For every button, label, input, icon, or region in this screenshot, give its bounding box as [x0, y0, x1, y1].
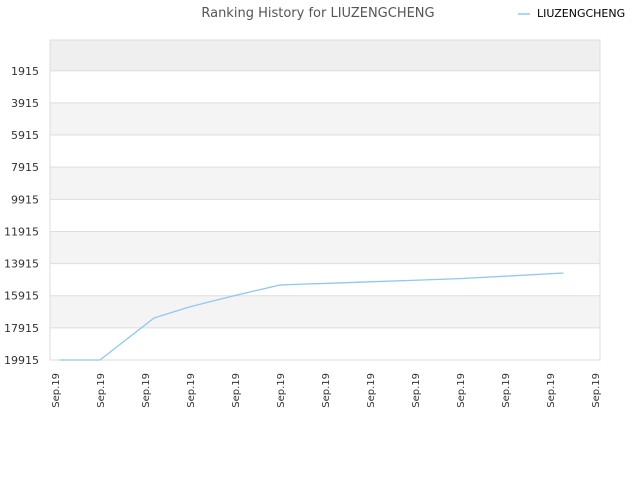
- y-tick-label: 13915: [4, 258, 39, 271]
- plot-band: [50, 263, 600, 296]
- x-tick-label: Sep.19: [186, 373, 197, 408]
- y-axis-ticks: 1915 3915 5915 7915 9915 11915 13915 15915 17915…: [4, 65, 39, 367]
- plot-band: [50, 199, 600, 232]
- y-tick-label: 17915: [4, 322, 39, 335]
- x-tick-label: Sep.19: [456, 373, 467, 408]
- y-tick-label: 1915: [11, 65, 39, 78]
- plot-bands: [50, 40, 600, 360]
- legend-label: LIUZENGCHENG: [537, 7, 625, 20]
- x-tick-label: Sep.19: [321, 373, 332, 408]
- x-tick-label: Sep.19: [591, 373, 602, 408]
- x-tick-label: Sep.19: [141, 373, 152, 408]
- plot-band: [50, 40, 600, 71]
- y-tick-label: 19915: [4, 354, 39, 367]
- plot-band: [50, 70, 600, 103]
- x-tick-label: Sep.19: [96, 373, 107, 408]
- y-tick-label: 3915: [11, 97, 39, 110]
- y-tick-label: 15915: [4, 290, 39, 303]
- plot-band: [50, 135, 600, 168]
- chart-title: Ranking History for LIUZENGCHENG: [201, 6, 434, 21]
- legend: LIUZENGCHENG: [518, 7, 625, 20]
- plot-band: [50, 327, 600, 360]
- x-tick-label: Sep.19: [366, 373, 377, 408]
- x-tick-label: Sep.19: [51, 373, 62, 408]
- series-group: [59, 272, 564, 361]
- series-line: [59, 272, 564, 361]
- plot-frame: [49, 39, 601, 361]
- x-tick-label: Sep.19: [276, 373, 287, 408]
- x-axis-ticks: Sep.19 Sep.19 Sep.19 Sep.19 Sep.19 Sep.19 Sep.…: [51, 373, 602, 408]
- x-tick-label: Sep.19: [546, 373, 557, 408]
- x-tick-label: Sep.19: [411, 373, 422, 408]
- x-tick-label: Sep.19: [501, 373, 512, 408]
- y-tick-label: 5915: [11, 129, 39, 142]
- plot-band: [50, 231, 600, 264]
- y-tick-label: 11915: [4, 225, 39, 238]
- plot-band: [50, 167, 600, 200]
- x-tick-label: Sep.19: [231, 373, 242, 408]
- y-tick-label: 7915: [11, 161, 39, 174]
- plot-band: [50, 102, 600, 136]
- y-tick-label: 9915: [11, 193, 39, 206]
- plot-band: [50, 295, 600, 328]
